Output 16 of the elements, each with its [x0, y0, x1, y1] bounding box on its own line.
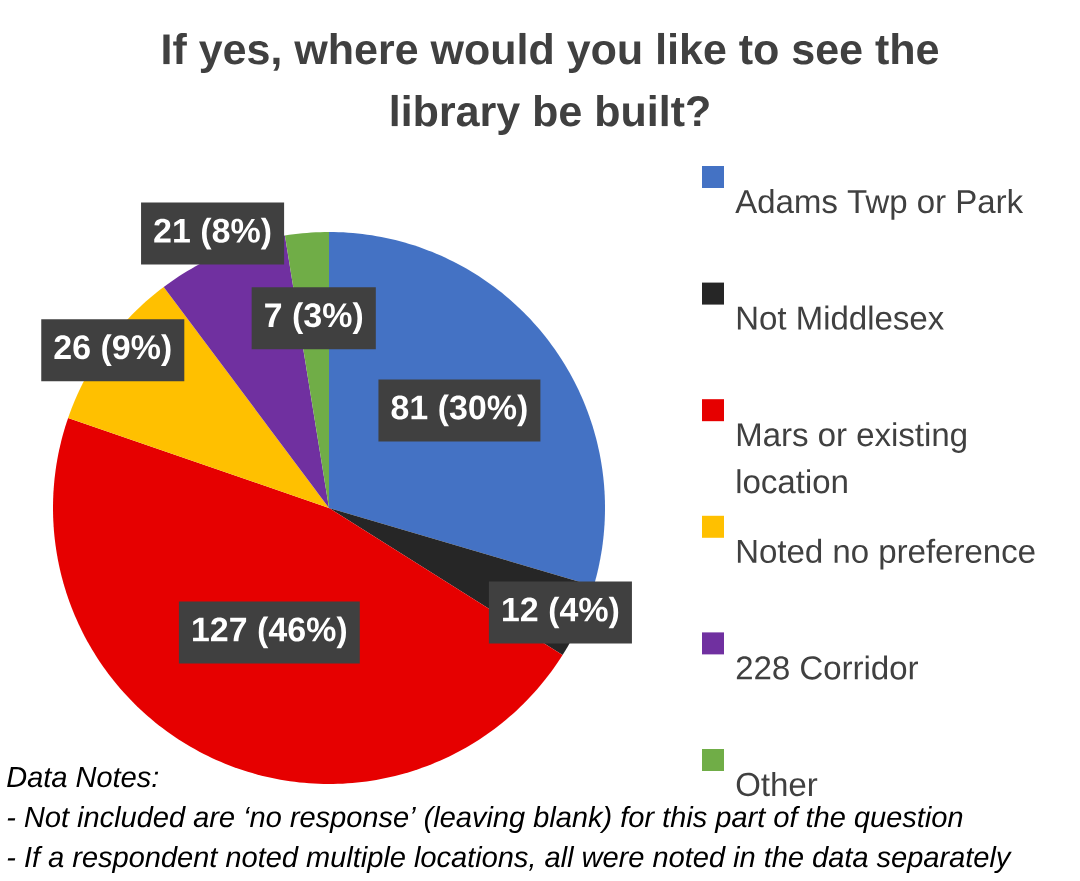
legend-label: Other — [736, 771, 818, 797]
data-label: 127 (46%) — [193, 616, 347, 649]
text: - Not included are ‘no response’ (leaving blank) for this part of the question — [7, 805, 963, 834]
data-label: 12 (4%) — [503, 596, 619, 629]
data-label: 21 (8%) — [154, 217, 271, 250]
legend-label: Adams Twp or Park — [735, 188, 1024, 220]
data-label: 7 (3%) — [265, 302, 363, 335]
legend-label: Mars or existing location — [737, 422, 966, 494]
text: Data Notes: — [7, 767, 159, 788]
legend-label: Not Middlesex — [737, 305, 944, 330]
chart-title: If yes, where would you like to see the library be built? — [163, 32, 939, 136]
data-label: 26 (9%) — [54, 334, 171, 366]
legend-label: Noted no preference — [737, 538, 1035, 570]
text: - If a respondent noted multiple locations, all were noted in the data separately — [7, 845, 1012, 874]
legend-label: 228 Corridor — [736, 655, 918, 680]
data-label: 81 (30%) — [391, 394, 527, 427]
